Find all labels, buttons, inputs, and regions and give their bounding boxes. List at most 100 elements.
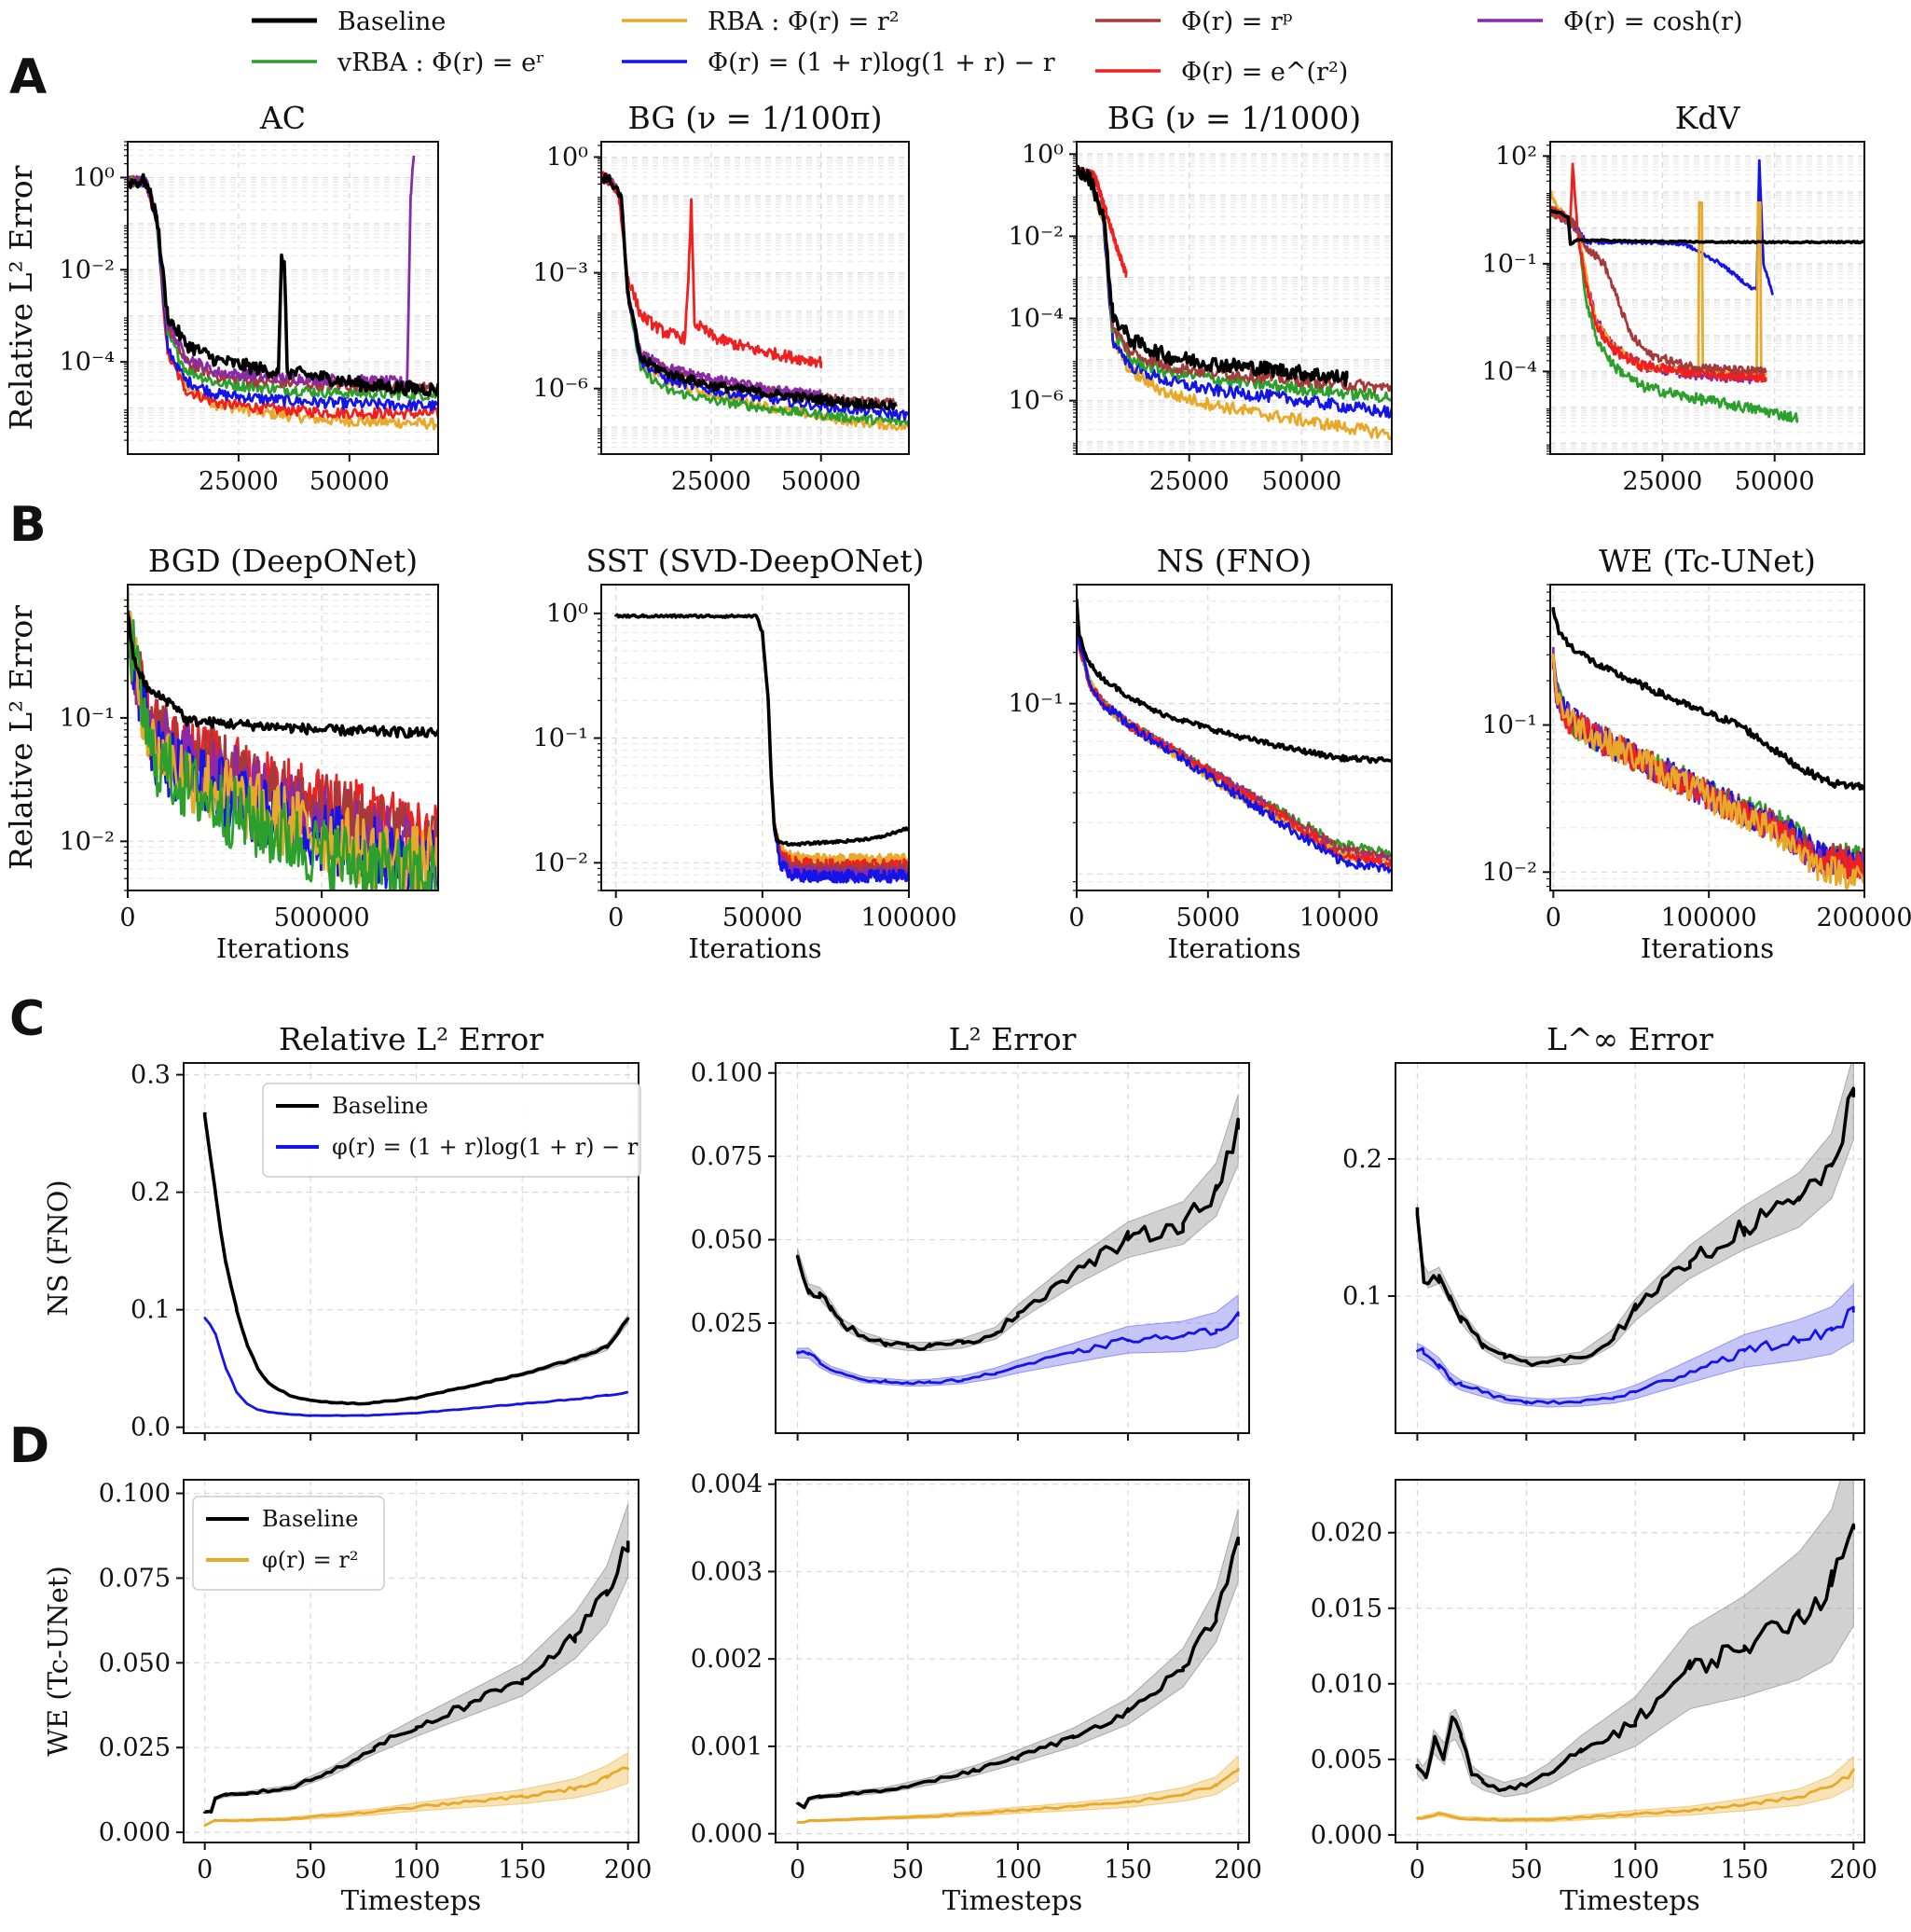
series-line-baseline — [1415, 1523, 1856, 1792]
y-tick-label: 0.1 — [131, 1296, 171, 1325]
y-tick-label: 10⁻² — [1482, 858, 1537, 887]
x-axis-label: Timesteps — [341, 1884, 481, 1916]
y-tick-label: 10⁻² — [60, 255, 115, 284]
x-tick-label: 50000 — [781, 467, 861, 496]
series-line-exp2 — [1077, 609, 1392, 870]
series-line-baseline — [202, 1112, 630, 1406]
legend-entry-label: Baseline — [262, 1506, 358, 1532]
y-tick-label: 10⁻¹ — [1482, 711, 1537, 740]
grid — [1077, 585, 1392, 890]
y-tick-label: 10⁻² — [533, 849, 588, 877]
y-tick-label: 10⁻⁶ — [533, 375, 589, 404]
x-tick-label: 200 — [604, 1856, 653, 1884]
subplot-B-4: 10⁻¹ 10⁻² 0 100000 200000 WE (Tc-UNet) Iterati… — [1482, 543, 1911, 964]
legend-entry-baseline: Baseline — [252, 7, 446, 36]
series-line-baseline — [795, 1536, 1240, 1810]
subplot-A-1: 10⁰ 10⁻² 10⁻⁴ 25000 50000 AC Relative L² Error — [3, 100, 439, 496]
series-line-rba — [203, 1766, 630, 1828]
series-band-rba — [204, 1751, 629, 1828]
series-line-rba — [796, 1768, 1240, 1824]
y-tick-label: 0.025 — [691, 1309, 763, 1338]
subplot-B-2: 10⁰ 10⁻¹ 10⁻² 0 50000 100000 SST (SVD-DeepONet… — [533, 543, 957, 964]
legend-entry-label: φ(r) = (1 + r)log(1 + r) − r — [332, 1134, 639, 1160]
series-line-exp2 — [1077, 166, 1128, 278]
y-tick-label: 0.004 — [691, 1470, 763, 1499]
y-tick-label: 0.000 — [691, 1820, 763, 1849]
subplot-B-3: 10⁻¹ 0 5000 10000 NS (FNO) Iterations — [1009, 543, 1393, 964]
series-line-rp — [1550, 208, 1767, 376]
series-line-xlogx — [203, 1317, 629, 1417]
series-group — [202, 1503, 630, 1828]
series-line-xlogx — [601, 174, 909, 421]
y-tick-label: 0.050 — [99, 1649, 171, 1677]
subplot-title: WE (Tc-UNet) — [1599, 543, 1816, 579]
y-tick-label: 10⁻¹ — [1482, 250, 1537, 279]
y-tick-label: 10⁻¹ — [60, 704, 115, 733]
x-axis-label: Timesteps — [942, 1884, 1082, 1916]
series-group — [795, 1509, 1240, 1824]
x-tick-label: 25000 — [199, 467, 279, 496]
x-tick-label: 100000 — [860, 904, 956, 932]
subplot-D-4: 0.000 0.025 0.050 0.075 0.100 0 50 100 150 200 Tim… — [42, 1479, 653, 1916]
y-tick-label: 0.050 — [691, 1226, 763, 1255]
panel-letter-C: C — [9, 991, 45, 1047]
subplot-title: Relative L² Error — [279, 1021, 543, 1057]
series-line-exp2 — [1550, 162, 1767, 383]
legend-entry-label: Baseline — [332, 1093, 428, 1119]
y-tick-label: 10⁻⁴ — [1009, 305, 1064, 334]
series-line-baseline — [1551, 607, 1864, 791]
x-tick-label: 10000 — [1299, 904, 1380, 932]
plot-frame — [775, 1479, 1250, 1843]
legend-label: Φ(r) = e^(r²) — [1181, 58, 1348, 87]
x-tick-label: 0 — [790, 1856, 805, 1884]
x-tick-label: 100 — [994, 1856, 1042, 1884]
subplot-title: BG (ν = 1/100π) — [628, 100, 883, 136]
x-tick-label: 0 — [1068, 904, 1084, 932]
series-line-xlogx — [796, 1311, 1240, 1386]
y-tick-label: 0.005 — [1311, 1746, 1382, 1774]
x-tick-label: 50 — [295, 1856, 326, 1884]
series-line-xlogx — [1077, 609, 1392, 874]
subplot-title: BG (ν = 1/1000) — [1107, 100, 1361, 136]
x-tick-label: 50000 — [722, 904, 803, 932]
y-tick-label: 10⁻² — [60, 827, 115, 856]
subplot-legend: Baseline φ(r) = (1 + r)log(1 + r) − r — [262, 1083, 641, 1178]
legend-label: Φ(r) = cosh(r) — [1563, 7, 1743, 36]
series-group — [1077, 164, 1392, 441]
subplot-D-2: 0.000 0.005 0.010 0.015 0.020 0 50 100 150 200 Tim… — [1311, 1479, 1878, 1916]
grid — [601, 142, 909, 454]
x-tick-label: 150 — [1104, 1856, 1152, 1884]
series-line-xlogx — [1416, 1305, 1855, 1405]
y-tick-label: 10⁻¹ — [1009, 690, 1064, 719]
plot-frame — [127, 141, 439, 455]
legend-label: Φ(r) = rᵖ — [1181, 7, 1293, 36]
y-tick-label: 10⁰ — [73, 163, 115, 192]
series-group — [1415, 1063, 1856, 1408]
x-tick-label: 0 — [197, 1856, 213, 1884]
series-line-rba — [1551, 653, 1864, 890]
x-tick-label: 100 — [1612, 1856, 1660, 1884]
y-tick-label: 10⁻⁴ — [60, 348, 115, 377]
grid — [1550, 142, 1864, 454]
panel-letter-D: D — [9, 1418, 49, 1474]
y-tick-label: 0.2 — [131, 1179, 171, 1208]
x-tick-label: 0 — [1409, 1856, 1425, 1884]
series-band-rba — [797, 1754, 1239, 1824]
series-line-xlogx — [773, 819, 909, 884]
grid — [1395, 1063, 1864, 1433]
x-tick-label: 25000 — [1622, 467, 1702, 496]
y-tick-label: 0.000 — [99, 1818, 171, 1847]
y-tick-label: 0.2 — [1342, 1145, 1382, 1174]
x-tick-label: 200 — [1830, 1856, 1878, 1884]
plot-frame — [183, 1479, 639, 1843]
series-line-vrba — [128, 590, 438, 890]
x-tick-label: 100000 — [1661, 904, 1757, 932]
y-tick-label: 0.1 — [1342, 1282, 1382, 1311]
y-tick-label: 0.001 — [691, 1732, 763, 1761]
series-band-baseline — [797, 1509, 1239, 1809]
legend-entry-rba: RBA : Φ(r) = r² — [622, 7, 900, 36]
subplot-title: L² Error — [949, 1021, 1077, 1057]
subplot-C-3: 0.1 0.2 L^∞ Error — [1342, 1021, 1865, 1441]
x-axis-label: Iterations — [1167, 932, 1300, 964]
